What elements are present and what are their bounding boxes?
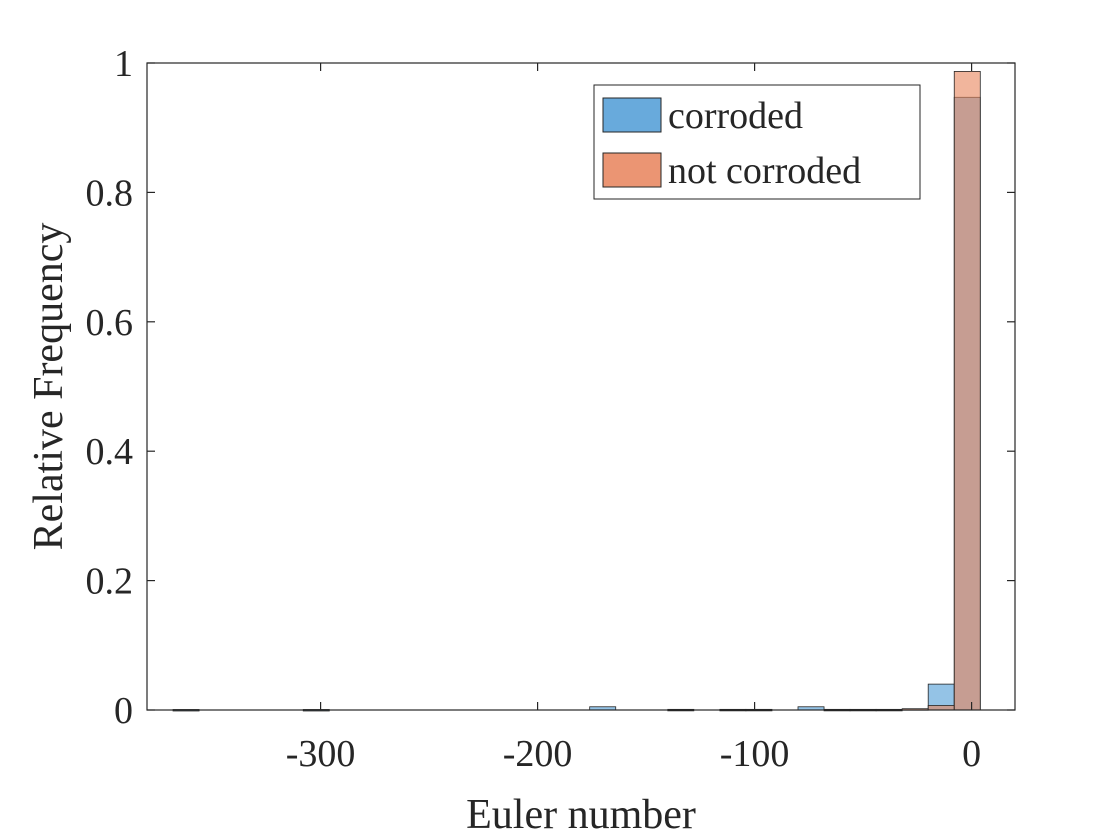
x-axis-label: Euler number <box>466 792 696 838</box>
y-tick-label-1: 0.2 <box>86 561 134 603</box>
y-tick-label-3: 0.6 <box>86 302 134 344</box>
x-tick-label-0: -300 <box>286 733 356 775</box>
legend-swatch-corroded <box>602 97 662 133</box>
y-tick-label-4: 0.8 <box>86 172 134 214</box>
axes-box <box>146 62 1016 711</box>
legend-label-corroded: corroded <box>668 95 803 137</box>
axis-ticks: -300 -200 -100 0 0 0.2 0.4 0.6 0.8 1 <box>86 43 1015 775</box>
bar-not-corroded-2 <box>953 71 981 711</box>
bar-not-corroded-1 <box>927 705 955 711</box>
y-axis-label: Relative Frequency <box>26 223 72 551</box>
y-tick-label-0: 0 <box>114 690 133 732</box>
x-tick-label-2: -100 <box>720 733 790 775</box>
legend: corroded not corroded <box>593 84 921 200</box>
y-tick-label-5: 1 <box>114 43 133 85</box>
legend-swatch-not-corroded <box>602 152 662 188</box>
y-tick-label-2: 0.4 <box>86 431 134 473</box>
legend-label-not-corroded: not corroded <box>668 150 861 192</box>
histogram-bars <box>172 71 981 712</box>
x-tick-label-3: 0 <box>962 733 981 775</box>
x-tick-label-1: -200 <box>503 733 573 775</box>
